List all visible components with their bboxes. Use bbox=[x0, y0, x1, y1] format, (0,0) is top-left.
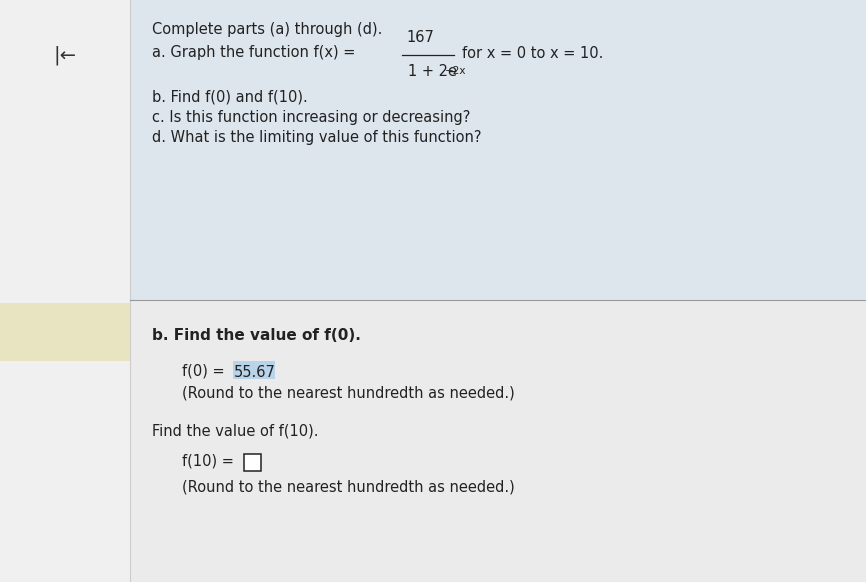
Text: d. What is the limiting value of this function?: d. What is the limiting value of this fu… bbox=[152, 130, 481, 145]
Text: f(0) =: f(0) = bbox=[182, 364, 229, 379]
Text: b. Find the value of f(0).: b. Find the value of f(0). bbox=[152, 328, 361, 343]
Text: f(10) =: f(10) = bbox=[182, 454, 238, 469]
Text: c. Is this function increasing or decreasing?: c. Is this function increasing or decrea… bbox=[152, 110, 470, 125]
Text: Complete parts (a) through (d).: Complete parts (a) through (d). bbox=[152, 22, 383, 37]
Bar bbox=[130, 300, 866, 582]
Text: 55.67: 55.67 bbox=[234, 365, 276, 379]
Text: a. Graph the function f(x) =: a. Graph the function f(x) = bbox=[152, 45, 355, 61]
Text: for x = 0 to x = 10.: for x = 0 to x = 10. bbox=[462, 45, 604, 61]
Text: b. Find f(0) and f(10).: b. Find f(0) and f(10). bbox=[152, 90, 307, 105]
Bar bbox=[0, 0, 130, 582]
Text: (Round to the nearest hundredth as needed.): (Round to the nearest hundredth as neede… bbox=[182, 386, 514, 401]
Text: 167: 167 bbox=[406, 30, 434, 45]
Text: Find the value of f(10).: Find the value of f(10). bbox=[152, 424, 319, 439]
Text: −2x: −2x bbox=[445, 66, 467, 76]
Bar bbox=[233, 361, 275, 379]
Text: 1 + 2e: 1 + 2e bbox=[408, 64, 457, 79]
Text: (Round to the nearest hundredth as needed.): (Round to the nearest hundredth as neede… bbox=[182, 480, 514, 495]
Bar bbox=[0, 303, 130, 361]
Bar bbox=[244, 454, 261, 471]
Bar bbox=[130, 0, 866, 300]
Text: |←: |← bbox=[54, 45, 76, 65]
